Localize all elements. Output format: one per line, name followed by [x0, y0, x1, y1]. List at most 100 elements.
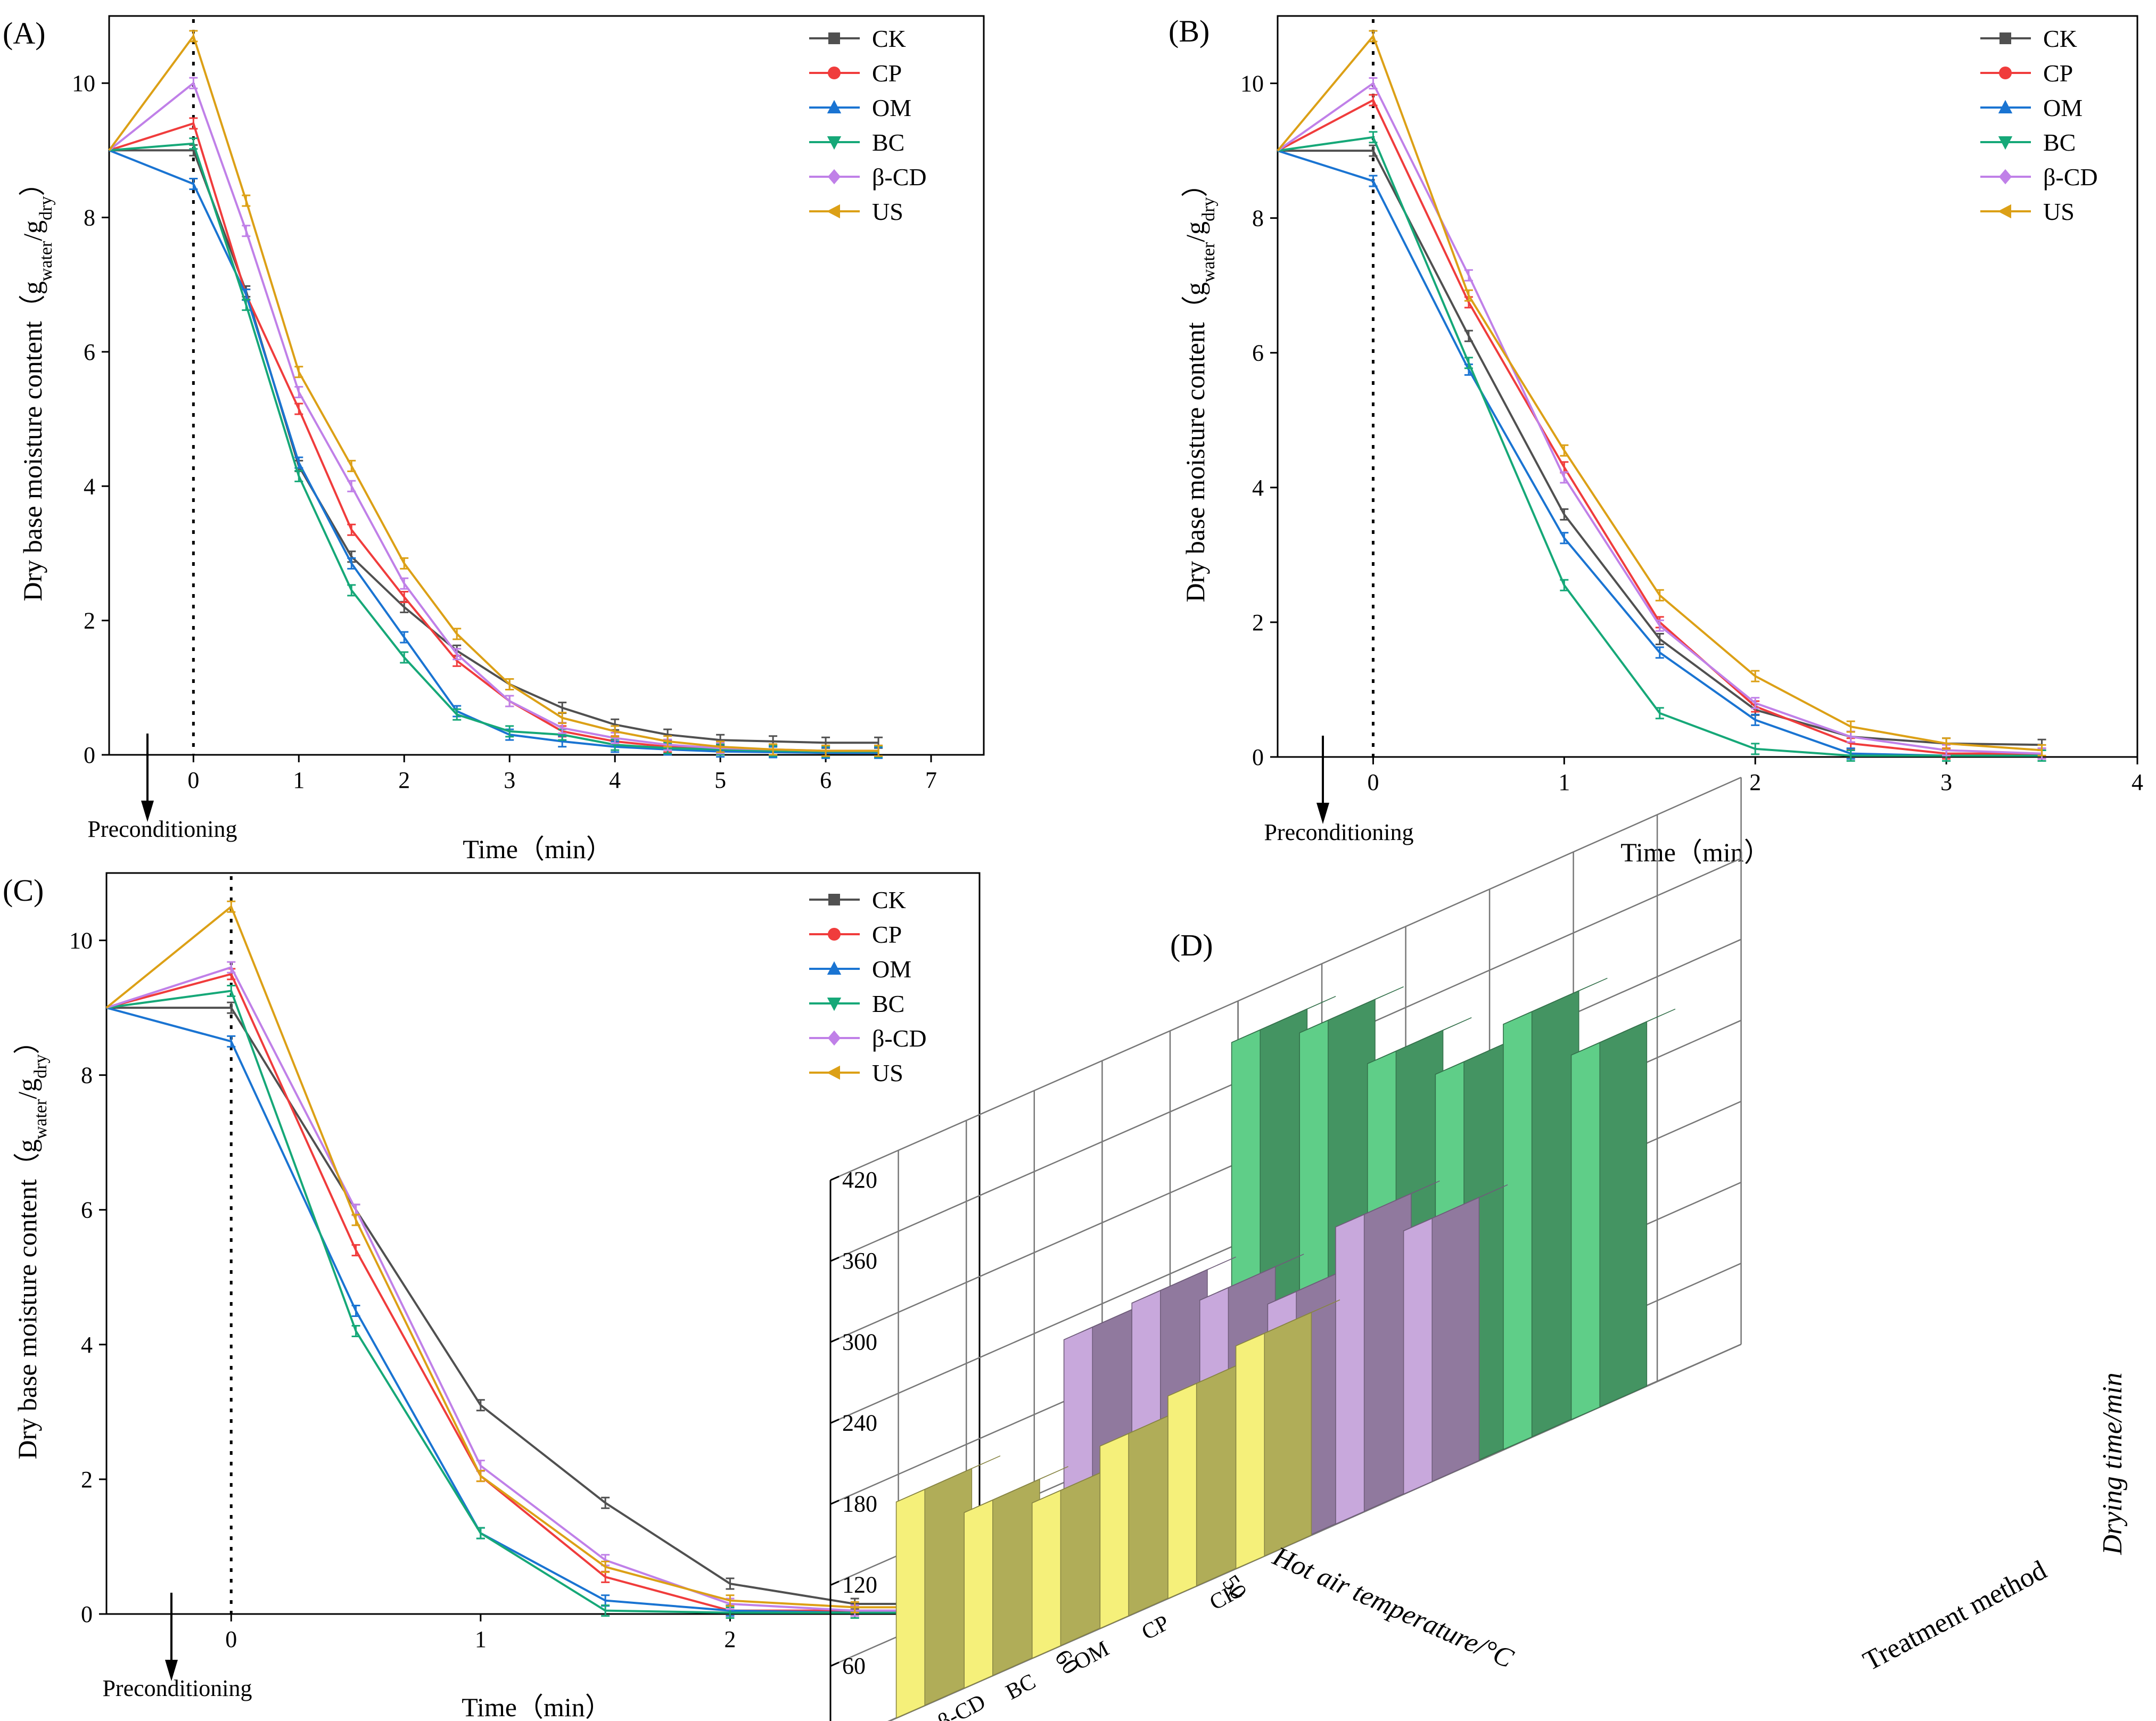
treatment-axis-title: Treatment method: [1858, 1555, 2052, 1677]
bar-front-face: [1032, 1489, 1061, 1659]
z-tick: [830, 1337, 840, 1343]
bar-70-US: [895, 1455, 1001, 1719]
bar-top-face: [1367, 1017, 1472, 1064]
bar-top-face: [1571, 1008, 1676, 1056]
legend-marker: [1997, 204, 2011, 219]
x-tick-label: 4: [609, 767, 621, 793]
z-tick: [830, 1661, 840, 1667]
x-tick-label: 1: [1558, 769, 1570, 795]
x-tick-label: 7: [925, 767, 937, 793]
y-tick-label: 8: [84, 205, 95, 231]
y-axis-title-part: water: [31, 1099, 51, 1139]
legend-marker: [827, 136, 842, 150]
bar-60-CP: [1335, 1180, 1440, 1525]
bar-70-CK: [1235, 1299, 1340, 1569]
panel-label: (B): [1168, 14, 1209, 48]
preconditioning-arrow: [165, 1593, 178, 1681]
y-tick-label: 10: [72, 70, 95, 96]
legend-label: CK: [2043, 25, 2077, 52]
x-tick-label: 6: [820, 767, 832, 793]
treatment-tick-label: BC: [1002, 1669, 1040, 1705]
legend: CK CP OM BC β-CD US: [1980, 25, 2098, 225]
y-tick-label: 6: [81, 1197, 93, 1223]
y-tick-label: 10: [1240, 71, 1264, 97]
bar-top-face: [1335, 1180, 1440, 1228]
legend-marker: [826, 1065, 840, 1080]
legend-label: OM: [872, 94, 911, 121]
y-tick-label: 10: [69, 928, 93, 954]
legend-marker: [1998, 169, 2012, 185]
legend-label: OM: [872, 956, 911, 983]
y-axis: 0 2 4 6 8 10: [72, 70, 109, 768]
y-tick-label: 4: [84, 473, 95, 499]
plot-frame: [105, 872, 981, 1615]
z-tick: [830, 1580, 840, 1586]
series-group: [108, 30, 883, 759]
legend-label: US: [2043, 198, 2075, 225]
legend-label: BC: [872, 990, 904, 1017]
bar-front-face: [1503, 1011, 1533, 1450]
legend-marker: [828, 894, 840, 905]
legend-label: CP: [2043, 60, 2073, 87]
x-tick-label: 1: [293, 767, 305, 793]
legend-label: CP: [872, 921, 902, 948]
bar-top-face: [1231, 996, 1336, 1043]
series-line-OM: [1277, 150, 2042, 757]
bar-front-face: [964, 1499, 993, 1689]
bar-60-CK: [1403, 1184, 1508, 1495]
preconditioning-arrow: [1316, 736, 1329, 824]
bar-70-β-CD: [964, 1466, 1068, 1689]
y-axis-title-part: ）: [18, 170, 47, 196]
bar-front-face: [1403, 1217, 1433, 1495]
x-tick-label: 3: [1940, 769, 1952, 795]
y-axis-title-part: ）: [1180, 171, 1210, 197]
bar-top-face: [1403, 1184, 1508, 1231]
z-tick-label: 240: [842, 1410, 877, 1436]
legend-label: US: [872, 198, 903, 225]
y-axis-title-part: /g: [12, 1078, 42, 1099]
legend-marker: [827, 998, 842, 1011]
z-tick: [830, 1256, 840, 1262]
bars: [895, 977, 1676, 1719]
x-tick-label: 0: [225, 1626, 237, 1652]
series-line-β-CD: [106, 966, 980, 1612]
series-line-β-CD: [108, 81, 879, 752]
x-tick-label: 2: [398, 767, 410, 793]
legend-label: β-CD: [872, 1025, 927, 1052]
legend: CK CP OM BC β-CD US: [809, 886, 927, 1086]
legend-label: BC: [872, 129, 904, 156]
legend: CK CP OM BC β-CD US: [809, 25, 927, 225]
series-line-US: [108, 34, 879, 752]
bar-front-face: [895, 1488, 925, 1719]
x-tick-label: 1: [475, 1626, 487, 1652]
temperature-tick-label: 70: [882, 1719, 917, 1721]
bar-front-face: [1570, 1042, 1600, 1420]
legend-marker: [828, 32, 840, 44]
bar-top-face: [1503, 977, 1608, 1025]
x-tick-label: 4: [2132, 769, 2143, 795]
legend-label: β-CD: [872, 163, 927, 191]
y-axis-title-part: dry: [1199, 197, 1219, 221]
arrow-head: [165, 1660, 178, 1681]
y-axis: 0 2 4 6 8 10: [1240, 71, 1278, 770]
series-line-BC: [1277, 136, 2042, 757]
z-tick-label: 180: [842, 1491, 877, 1517]
x-tick-label: 2: [724, 1626, 736, 1652]
preconditioning-label: Preconditioning: [87, 816, 237, 842]
legend-marker: [827, 961, 842, 975]
legend-label: CK: [872, 886, 906, 913]
panel-label: (D): [1170, 928, 1213, 962]
bar-50-CP: [1503, 977, 1608, 1450]
x-tick-label: 0: [187, 767, 199, 793]
legend-label: US: [872, 1059, 903, 1086]
panel-label: (A): [3, 16, 46, 51]
z-tick-label: 300: [842, 1329, 877, 1355]
series-line-BC: [106, 990, 980, 1614]
x-tick-label: 5: [714, 767, 726, 793]
y-axis-title-part: dry: [36, 196, 56, 220]
y-axis-title-part: water: [1199, 242, 1219, 282]
plot-frame: [108, 15, 985, 756]
x-tick-label: 0: [1367, 769, 1379, 795]
x-axis-title: Time（min）: [1620, 837, 1771, 867]
